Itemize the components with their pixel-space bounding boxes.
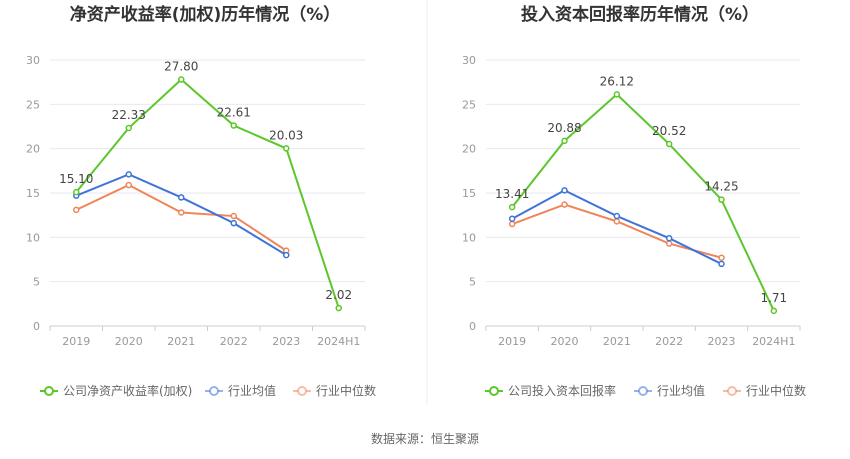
chart-2-title: 投入资本回报率历年情况（%） [521,4,759,25]
chart-1-data-label: 22.61 [217,106,251,120]
chart-1-series-3-point [178,209,185,216]
chart-2-data-label: 20.88 [547,121,581,135]
chart-1-series-3-point [125,181,132,189]
chart-2-series-1-point [508,203,516,211]
chart-2-data-label: 13.41 [495,187,529,201]
chart-1-series-1-point [125,124,132,132]
chart-1-data-label: 22.33 [112,108,146,122]
chart-1-y-tick-label: 30 [26,54,40,67]
chart-2-series-2-point [561,187,568,194]
chart-1-series-2-point [283,251,290,259]
chart-1-series-2-point [125,171,132,178]
chart-2-series-3-point [561,201,568,208]
chart-1-legend-label: 公司净资产收益率(加权) [63,383,192,398]
chart-2-data-label: 20.52 [652,124,686,138]
chart-2-y-tick-label: 30 [462,54,476,67]
chart-1-y-tick-label: 20 [26,143,40,156]
chart-2-series-1-point [613,91,621,98]
chart-2-series-1-line [511,93,775,312]
chart-1-x-tick-label: 2024H1 [317,335,360,348]
chart-2-data-label: 14.25 [704,180,738,194]
chart-2-legend-marker-dot [727,386,737,396]
chart-2-y-tick-label: 25 [462,98,476,111]
chart-1-title: 净资产收益率(加权)历年情况（%） [70,4,341,25]
chart-2-x-tick-label: 2019 [498,335,526,348]
chart-2-series-2-point [508,215,516,222]
chart-1-series-1-line [75,78,340,309]
chart-2-data-label: 1.71 [760,291,787,305]
chart-2-y-tick-label: 0 [469,320,476,333]
chart-1-y-tick-label: 5 [33,276,40,289]
chart-1-series-1-point [178,76,185,83]
chart-1-x-tick-label: 2020 [115,335,143,348]
chart-2-series-2-point [718,260,725,268]
chart-1-x-tick-label: 2022 [220,335,248,348]
chart-1-y-tick-label: 15 [26,187,40,200]
chart-2-series-3-line [511,203,722,259]
chart-2-series-1-point [665,140,673,148]
chart-2-y-tick-label: 10 [462,231,476,244]
chart-2-data-label: 26.12 [600,74,634,88]
chart-1-data-label: 27.80 [164,60,198,74]
chart-2-legend-marker-dot [638,386,648,396]
chart-1-y-tick-label: 10 [26,231,40,244]
chart-2-x-tick-label: 2020 [551,335,579,348]
chart-1-series-1-point [230,122,237,129]
chart-2-y-tick-label: 15 [462,187,476,200]
chart-1-series-3-point [230,212,237,220]
chart-1-legend-label: 行业均值 [228,383,276,398]
chart-2-series-1-point [770,307,778,315]
chart-2-legend-label: 公司投入资本回报率 [508,383,616,398]
chart-1-x-tick-label: 2023 [272,335,300,348]
chart-2-series-2-point [665,234,673,242]
chart-2-series-2-line [511,189,722,265]
chart-2-series-3-point [613,218,621,225]
chart-1-legend-marker-dot [44,386,54,396]
chart-2-x-tick-label: 2023 [708,335,736,348]
chart-1-y-tick-label: 25 [26,98,40,111]
chart-1-x-tick-label: 2021 [167,335,195,348]
chart-1-legend-marker-dot [297,386,307,396]
chart-2-legend-label: 行业均值 [657,383,705,398]
chart-2-series-3-point [665,240,673,247]
chart-1-data-label: 20.03 [269,128,303,142]
chart-1-data-label: 15.10 [59,172,93,186]
chart-2-x-tick-label: 2022 [655,335,683,348]
chart-2-series-3-point [718,254,725,261]
chart-1-series-2-point [230,219,237,227]
chart-2-series-1-point [718,196,725,203]
chart-1-series-2-point [178,194,185,201]
chart-1-legend-marker-dot [209,386,219,396]
chart-2-legend-label: 行业中位数 [746,383,806,398]
chart-2-series-2-point [613,212,621,220]
data-source: 数据来源：恒生聚源 [371,431,479,446]
chart-1-y-tick-label: 0 [33,320,40,333]
chart-2-series-3-point [508,220,516,228]
chart-1-data-label: 2.02 [325,288,352,302]
chart-2-legend-marker-dot [489,386,499,396]
chart-1-legend-label: 行业中位数 [316,383,376,398]
chart-2-y-tick-label: 20 [462,143,476,156]
chart-1-series-1-point [335,304,342,312]
chart-2-y-tick-label: 5 [469,276,476,289]
chart-1-series-3-point [73,206,80,214]
chart-1-series-1-point [283,145,290,152]
chart-2-x-tick-label: 2021 [603,335,631,348]
chart-2-x-tick-label: 2024H1 [752,335,795,348]
chart-1-x-tick-label: 2019 [62,335,90,348]
chart-2-series-1-point [561,137,568,145]
chart-1-series-1-point [73,188,80,196]
